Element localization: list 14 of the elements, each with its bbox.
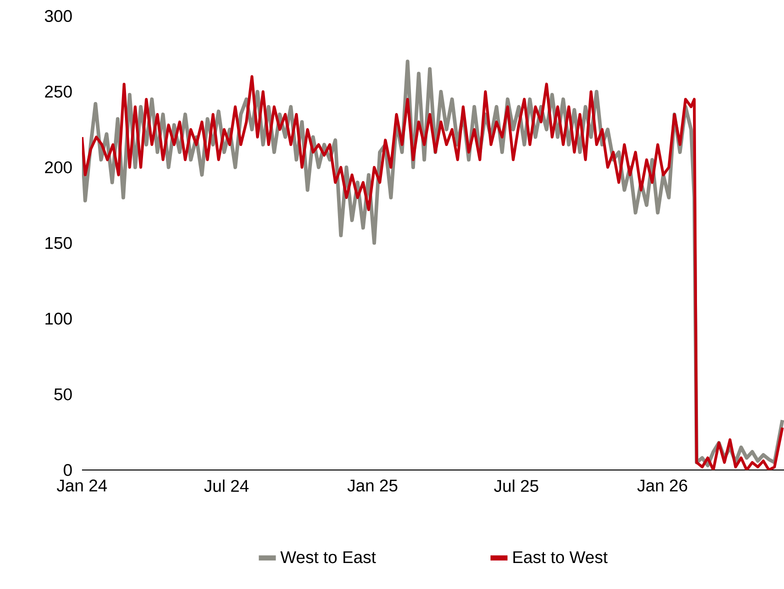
y-tick-label: 150 [46,237,72,249]
y-tick-label: 200 [45,161,72,174]
x-tick-label: Jul 24 [204,480,249,492]
x-tick-label: Jul 25 [494,480,538,492]
x-tick-label: Jan 24 [56,480,107,492]
y-tick-label: 100 [46,312,72,325]
x-tick-label: Jan 25 [347,480,398,492]
y-tick-label: 0 [64,464,72,476]
y-tick-label: 50 [54,388,72,400]
y-tick-label: 300 [44,10,72,22]
x-tick-label: Jan 26 [637,480,688,492]
y-tick-label: 250 [45,86,72,98]
legend-label: West to East [280,551,376,564]
legend-label: East to West [513,551,608,564]
